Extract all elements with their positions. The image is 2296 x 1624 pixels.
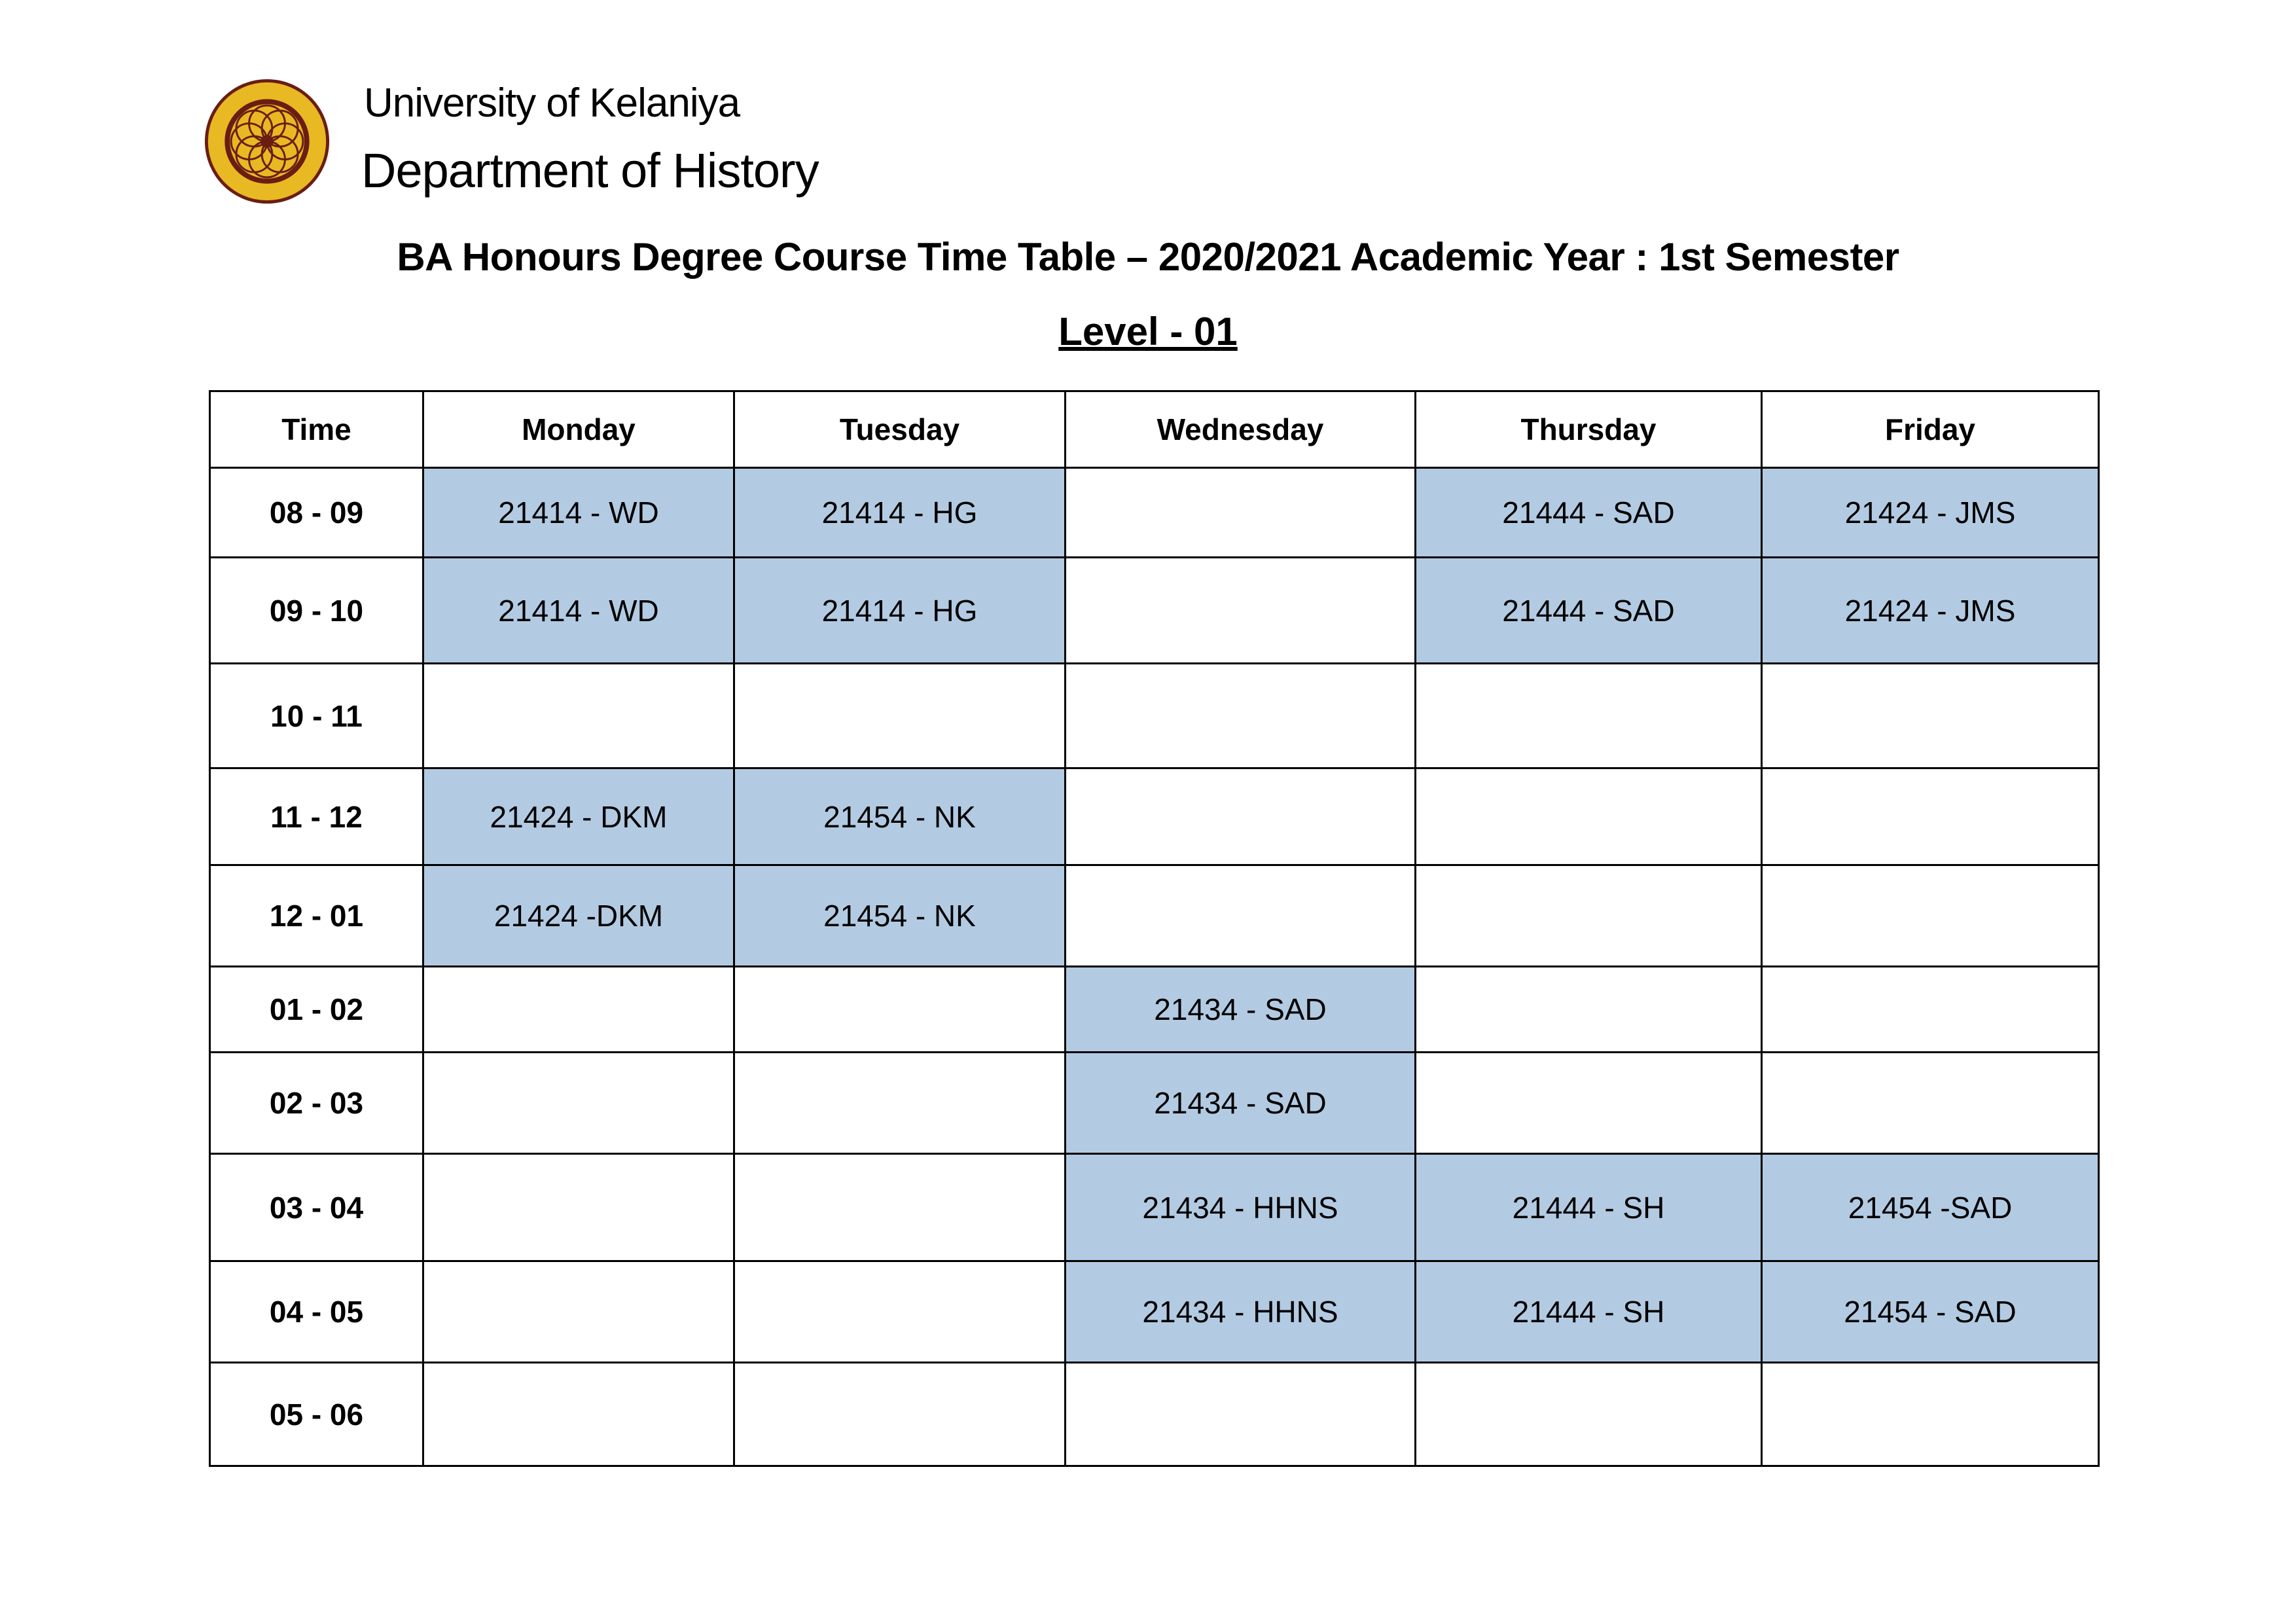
page-title: BA Honours Degree Course Time Table – 20… [397, 235, 1899, 279]
time-slot: 02 - 03 [209, 1051, 424, 1155]
timetable: Time Monday Tuesday Wednesday Thursday Friday… [209, 390, 2100, 1467]
table-row: 01 - 02 21434 - SAD [209, 965, 2100, 1053]
course-cell: 21424 - DKM [422, 767, 735, 866]
empty-cell [1414, 1051, 1763, 1155]
time-slot: 04 - 05 [209, 1260, 424, 1363]
table-row: 02 - 03 21434 - SAD [209, 1051, 2100, 1155]
table-row: 05 - 06 [209, 1362, 2100, 1467]
table-row: 11 - 12 21424 - DKM 21454 - NK [209, 767, 2100, 866]
empty-cell [733, 1362, 1066, 1467]
time-slot: 10 - 11 [209, 662, 424, 769]
column-header-time: Time [209, 390, 424, 469]
time-slot: 03 - 04 [209, 1153, 424, 1262]
course-cell: 21424 -DKM [422, 864, 735, 967]
course-cell: 21424 - JMS [1761, 467, 2100, 558]
empty-cell [1761, 965, 2100, 1053]
empty-cell [1064, 864, 1416, 967]
empty-cell [733, 1153, 1066, 1262]
empty-cell [1414, 965, 1763, 1053]
header-row: Time Monday Tuesday Wednesday Thursday Friday [209, 390, 2100, 469]
column-header-friday: Friday [1761, 390, 2100, 469]
time-slot: 12 - 01 [209, 864, 424, 967]
column-header-monday: Monday [422, 390, 735, 469]
empty-cell [422, 1260, 735, 1363]
empty-cell [1761, 864, 2100, 967]
time-slot: 05 - 06 [209, 1362, 424, 1467]
empty-cell [1761, 767, 2100, 866]
empty-cell [1414, 767, 1763, 866]
empty-cell [733, 965, 1066, 1053]
table-row: 12 - 01 21424 -DKM 21454 - NK [209, 864, 2100, 967]
empty-cell [1761, 1051, 2100, 1155]
table-row: 04 - 05 21434 - HHNS 21444 - SH 21454 - SAD [209, 1260, 2100, 1363]
course-cell: 21454 - SAD [1761, 1260, 2100, 1363]
empty-cell [733, 1051, 1066, 1155]
column-header-tuesday: Tuesday [733, 390, 1066, 469]
empty-cell [422, 1051, 735, 1155]
empty-cell [1414, 662, 1763, 769]
empty-cell [422, 662, 735, 769]
course-cell: 21444 - SAD [1414, 556, 1763, 664]
empty-cell [1761, 1362, 2100, 1467]
column-header-wednesday: Wednesday [1064, 390, 1416, 469]
empty-cell [1064, 556, 1416, 664]
empty-cell [1064, 467, 1416, 558]
university-logo [204, 79, 330, 204]
empty-cell [1064, 1362, 1416, 1467]
course-cell: 21414 - HG [733, 467, 1066, 558]
empty-cell [422, 1153, 735, 1262]
university-name: University of Kelaniya [364, 81, 740, 126]
course-cell: 21434 - HHNS [1064, 1153, 1416, 1262]
course-cell: 21444 - SAD [1414, 467, 1763, 558]
empty-cell [733, 1260, 1066, 1363]
empty-cell [422, 1362, 735, 1467]
course-cell: 21434 - SAD [1064, 1051, 1416, 1155]
level-heading: Level - 01 [1058, 310, 1238, 353]
column-header-thursday: Thursday [1414, 390, 1763, 469]
empty-cell [1414, 864, 1763, 967]
table-row: 10 - 11 [209, 662, 2100, 769]
table-row: 09 - 10 21414 - WD 21414 - HG 21444 - SAD 21… [209, 556, 2100, 664]
department-name: Department of History [361, 143, 819, 198]
empty-cell [1761, 662, 2100, 769]
empty-cell [1064, 662, 1416, 769]
table-row: 08 - 09 21414 - WD 21414 - HG 21444 - SAD 21… [209, 467, 2100, 558]
empty-cell [422, 965, 735, 1053]
course-cell: 21414 - HG [733, 556, 1066, 664]
course-cell: 21454 - NK [733, 864, 1066, 967]
empty-cell [733, 662, 1066, 769]
course-cell: 21454 -SAD [1761, 1153, 2100, 1262]
time-slot: 11 - 12 [209, 767, 424, 866]
course-cell: 21434 - SAD [1064, 965, 1416, 1053]
course-cell: 21444 - SH [1414, 1153, 1763, 1262]
empty-cell [1064, 767, 1416, 866]
time-slot: 08 - 09 [209, 467, 424, 558]
course-cell: 21434 - HHNS [1064, 1260, 1416, 1363]
course-cell: 21454 - NK [733, 767, 1066, 866]
table-row: 03 - 04 21434 - HHNS 21444 - SH 21454 -SAD [209, 1153, 2100, 1262]
course-cell: 21414 - WD [422, 556, 735, 664]
course-cell: 21444 - SH [1414, 1260, 1763, 1363]
empty-cell [1414, 1362, 1763, 1467]
time-slot: 01 - 02 [209, 965, 424, 1053]
course-cell: 21414 - WD [422, 467, 735, 558]
course-cell: 21424 - JMS [1761, 556, 2100, 664]
time-slot: 09 - 10 [209, 556, 424, 664]
